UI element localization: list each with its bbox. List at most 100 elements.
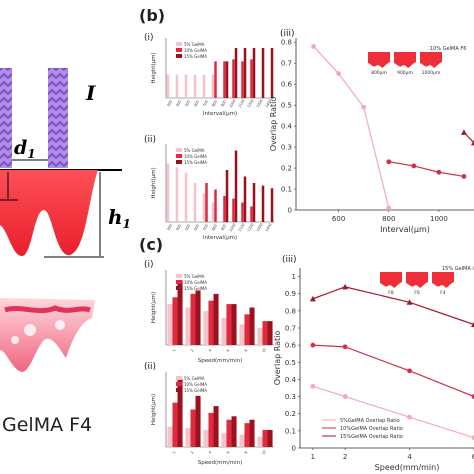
y-tick-label: 0.8: [285, 307, 296, 315]
series-point: [407, 368, 412, 374]
inset-image: [368, 52, 390, 68]
x-tick-label: 1000: [229, 99, 237, 109]
bar: [244, 423, 250, 447]
x-tick-label: 500: [184, 224, 191, 232]
bar: [202, 193, 206, 222]
legend-swatch: [176, 42, 182, 46]
bar: [234, 150, 238, 222]
legend-label: 15% GelMA: [184, 388, 207, 393]
legend-label: 5% GelMA: [184, 376, 205, 381]
bar: [175, 167, 179, 222]
schematic: I d1 h1 GelMA F4: [0, 68, 131, 436]
series-point: [461, 174, 467, 179]
x-tick-label: 400: [175, 224, 182, 232]
x-tick-label: 6: [472, 453, 474, 461]
bar: [223, 61, 226, 98]
legend-label: 10% GelMA: [184, 382, 207, 387]
y-axis-label: Height(μm): [151, 52, 157, 83]
inset-label: F6: [414, 290, 420, 296]
bar: [205, 183, 208, 222]
inset-image: [406, 272, 428, 288]
series-point: [310, 342, 316, 348]
sublabel-b-ii: (ii): [144, 135, 156, 145]
inset-image: [420, 52, 442, 68]
bar: [185, 307, 191, 345]
x-tick-label: 1000: [430, 215, 448, 223]
chart-b_iii: 0 0.1 0.2 0.3 0.4 0.5 0.6 0.7 0.8 600 800 1000 Overl…: [269, 38, 474, 234]
bar: [167, 304, 173, 345]
bar: [203, 429, 209, 447]
inset-image: [380, 272, 402, 288]
gel-profile: [0, 170, 98, 256]
bar: [202, 74, 206, 98]
x-tick-label: 800: [211, 100, 218, 108]
schematic-caption: GelMA F4: [2, 414, 92, 436]
x-tick-label: 600: [193, 100, 200, 108]
x-tick-label: 1: [172, 349, 177, 353]
x-axis-label: Speed(mm/min): [198, 358, 242, 364]
bar: [166, 74, 170, 98]
x-tick-label: 1300: [256, 99, 264, 109]
legend-label: 5% GelMA: [184, 274, 205, 279]
x-tick-label: 300: [166, 100, 173, 108]
bar: [252, 183, 256, 222]
chart-c_iii: 0 0.1 0.2 0.3 0.4 0.5 0.6 0.7 0.8 0.9 1 1 2 4 6 Overlap…: [273, 266, 474, 472]
legend-label: 15% GelMA: [184, 54, 207, 59]
legend-swatch: [176, 286, 182, 290]
y-tick-label: 0.7: [281, 60, 292, 68]
x-tick-label: 1200: [247, 99, 255, 109]
bar: [208, 412, 214, 447]
bar: [185, 427, 191, 447]
x-tick-label: 2: [190, 349, 195, 353]
bar: [223, 196, 226, 222]
x-tick-label: 1400: [265, 223, 273, 233]
x-tick-label: 600: [332, 215, 345, 223]
interval-symbol: I: [85, 81, 96, 105]
legend-swatch: [176, 388, 182, 392]
x-tick-label: 8: [244, 451, 249, 455]
bar: [243, 176, 247, 222]
y-tick-label: 0: [292, 445, 296, 453]
bar: [195, 290, 201, 345]
y-tick-label: 0.9: [285, 290, 296, 298]
bar: [226, 304, 232, 345]
legend-label: 5% GelMA: [184, 148, 205, 153]
series-point: [336, 71, 342, 77]
legend-swatch: [176, 160, 182, 164]
x-tick-label: 1: [311, 453, 315, 461]
sublabel-c-ii: (ii): [144, 362, 156, 372]
bar: [221, 433, 227, 447]
inset-image: [432, 272, 454, 288]
bar: [243, 48, 247, 98]
bar: [241, 202, 244, 222]
x-tick-label: 1300: [256, 223, 264, 233]
series-point: [311, 43, 316, 49]
bar: [261, 48, 265, 98]
bar: [184, 172, 188, 222]
x-tick-label: 4: [407, 453, 412, 461]
series-line: [388, 161, 465, 178]
bar: [261, 185, 265, 222]
bar: [211, 202, 215, 222]
sublabel-c-iii: (iii): [282, 255, 297, 265]
legend-label: 10% GelMA: [184, 280, 207, 285]
x-tick-label: 10: [261, 348, 267, 354]
legend-swatch: [176, 54, 182, 58]
bar: [231, 416, 237, 447]
series-point: [471, 435, 474, 441]
x-tick-label: 1100: [238, 99, 246, 109]
x-tick-label: 900: [220, 100, 227, 108]
bar: [241, 61, 244, 98]
x-tick-label: 2: [343, 453, 347, 461]
x-tick-label: 400: [175, 100, 182, 108]
x-axis-label: Interval(μm): [203, 235, 237, 241]
legend-label: 10%GelMA Overlap Ratio: [340, 426, 403, 432]
bar: [225, 61, 229, 98]
bar: [262, 429, 268, 447]
series-line: [312, 286, 474, 326]
inset-label: 1000μm: [422, 70, 441, 76]
legend-label: 15% GelMA: [184, 286, 207, 291]
bar: [239, 434, 245, 447]
series-point: [309, 295, 316, 302]
